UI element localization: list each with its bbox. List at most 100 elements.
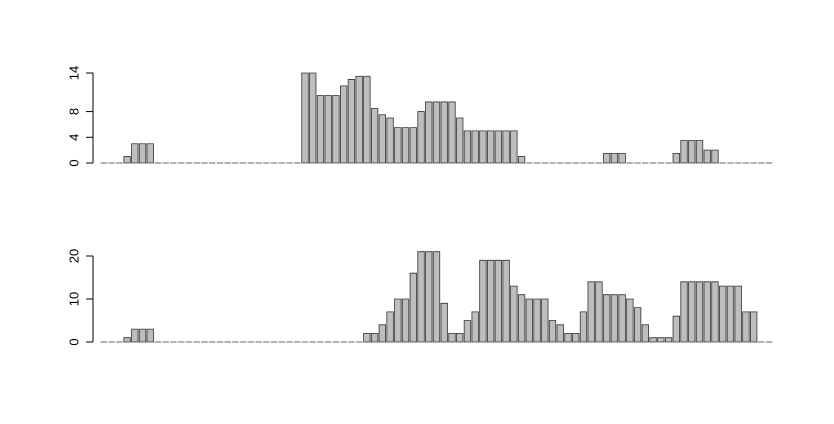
- bar: [494, 259, 503, 343]
- bar: [146, 143, 154, 164]
- bar: [633, 307, 642, 343]
- bar: [517, 156, 526, 164]
- bar: [695, 281, 704, 343]
- bar: [494, 130, 503, 164]
- bar: [649, 337, 657, 343]
- bar: [487, 130, 495, 164]
- bar: [370, 333, 379, 343]
- bar: [448, 101, 456, 164]
- bar: [734, 285, 742, 343]
- bar: [750, 311, 758, 343]
- bar: [471, 311, 479, 343]
- bar: [123, 337, 131, 343]
- bar: [502, 259, 510, 343]
- bar: [618, 294, 626, 343]
- bar: [533, 298, 541, 343]
- bar: [672, 315, 680, 343]
- bar: [378, 114, 386, 164]
- y-tick-label: 0: [66, 159, 81, 166]
- bar: [301, 72, 309, 164]
- bar: [695, 140, 704, 164]
- bar: [742, 311, 750, 343]
- bar: [401, 298, 410, 343]
- bar: [138, 328, 147, 343]
- bar: [572, 333, 580, 343]
- bar: [510, 130, 518, 164]
- bar: [425, 101, 433, 164]
- bar: [657, 337, 665, 343]
- bar: [711, 149, 719, 164]
- bar: [394, 127, 402, 164]
- bar: [340, 85, 348, 164]
- bar: [417, 251, 425, 343]
- y-tick-label: 14: [66, 66, 81, 80]
- bar: [448, 333, 456, 343]
- bar: [564, 333, 572, 343]
- bar: [556, 324, 564, 343]
- bar: [603, 294, 611, 343]
- y-tick-label: 8: [66, 108, 81, 115]
- bar: [672, 152, 680, 164]
- bar: [146, 328, 154, 343]
- bar: [123, 156, 131, 164]
- bar: [316, 95, 325, 164]
- bar: [579, 311, 588, 343]
- bar: [355, 75, 363, 164]
- y-tick-label: 4: [66, 134, 81, 141]
- bar: [703, 149, 711, 164]
- bar: [510, 285, 518, 343]
- bar: [525, 298, 533, 343]
- bar: [688, 281, 696, 343]
- bar: [347, 79, 356, 164]
- bar: [401, 127, 410, 164]
- bar: [587, 281, 595, 343]
- y-tick-label: 0: [66, 338, 81, 345]
- bar: [719, 285, 727, 343]
- bar: [502, 130, 510, 164]
- bar: [378, 324, 386, 343]
- bar: [440, 302, 448, 343]
- bar: [479, 130, 487, 164]
- bar: [370, 107, 379, 164]
- bar: [456, 333, 464, 343]
- bar: [138, 143, 147, 164]
- bar: [409, 272, 417, 343]
- bar: [309, 72, 317, 164]
- bar: [471, 130, 479, 164]
- bar: [680, 140, 688, 164]
- bar: [541, 298, 549, 343]
- bar: [726, 285, 735, 343]
- y-tick-label: 10: [66, 292, 81, 306]
- bar: [626, 298, 634, 343]
- y-tick-label: 20: [66, 249, 81, 263]
- bar: [394, 298, 402, 343]
- bar: [363, 333, 371, 343]
- bar: [548, 320, 557, 343]
- bar: [432, 101, 441, 164]
- bar: [517, 294, 526, 343]
- bar: [440, 101, 448, 164]
- bar: [603, 152, 611, 164]
- bar: [610, 152, 619, 164]
- bar: [456, 117, 464, 164]
- bar: [595, 281, 603, 343]
- bar: [680, 281, 688, 343]
- bar: [664, 337, 673, 343]
- bar: [432, 251, 441, 343]
- bar: [417, 111, 425, 164]
- bar: [487, 259, 495, 343]
- bar: [131, 328, 139, 343]
- bar: [386, 311, 394, 343]
- bar: [386, 117, 394, 164]
- bar: [618, 152, 626, 164]
- bar: [332, 95, 340, 164]
- bar: [610, 294, 619, 343]
- bar: [324, 95, 332, 164]
- bar: [463, 320, 472, 343]
- bar: [711, 281, 719, 343]
- bar: [425, 251, 433, 343]
- bar: [409, 127, 417, 164]
- bar: [479, 259, 487, 343]
- bar: [688, 140, 696, 164]
